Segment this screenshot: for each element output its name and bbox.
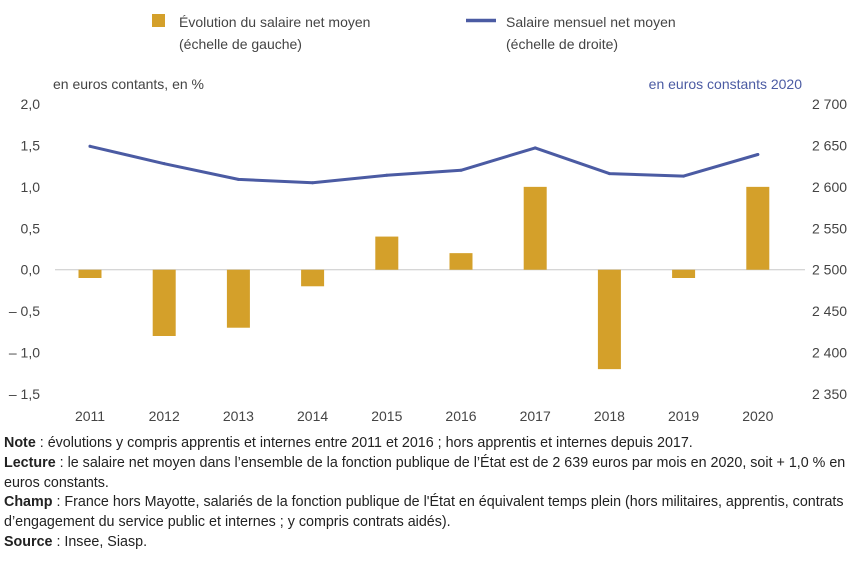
right-axis-tick-label: 2 700 xyxy=(812,96,847,112)
x-axis-tick-label: 2014 xyxy=(297,408,328,424)
left-axis-tick-label: 1,0 xyxy=(21,179,41,195)
legend-bar-label-line1: Évolution du salaire net moyen xyxy=(179,14,370,30)
left-axis-tick-label: – 1,0 xyxy=(9,345,40,361)
x-axis-tick-label: 2019 xyxy=(668,408,699,424)
champ-line: Champ : France hors Mayotte, salariés de… xyxy=(4,493,854,533)
salary-point-2011 xyxy=(88,144,92,148)
salary-point-2017 xyxy=(533,146,537,150)
bar-2016 xyxy=(449,253,473,270)
left-axis-tick-label: 1,5 xyxy=(21,137,41,153)
bar-2020 xyxy=(746,186,770,270)
right-axis-tick-label: 2 550 xyxy=(812,220,847,236)
left-axis-tick-label: 0,0 xyxy=(21,262,41,278)
right-axis-tick-label: 2 450 xyxy=(812,303,847,319)
legend-bar-label-line2: (échelle de gauche) xyxy=(179,36,302,52)
lecture-line: Lecture : le salaire net moyen dans l’en… xyxy=(4,454,854,494)
source-label: Source xyxy=(4,533,53,550)
source-line: Source : Insee, Siasp. xyxy=(4,533,854,553)
right-axis-tick-label: 2 650 xyxy=(812,137,847,153)
note-line: Note : évolutions y compris apprentis et… xyxy=(4,434,854,454)
plot-area: 2,0 1,5 1,0 0,5 0,0 – 0,5 – 1,0 – 1,5 2 700 2 650… xyxy=(9,96,847,424)
salary-point-2013 xyxy=(236,177,240,181)
legend-bar-swatch xyxy=(152,14,165,27)
chart-notes: Note : évolutions y compris apprentis et… xyxy=(4,434,854,553)
bar-2011 xyxy=(78,269,102,278)
salary-line xyxy=(88,144,760,185)
left-axis-tick-label: 0,5 xyxy=(21,220,41,236)
left-axis-tick-label: – 1,5 xyxy=(9,386,40,402)
right-axis-tick-label: 2 600 xyxy=(812,179,847,195)
x-axis-tick-label: 2013 xyxy=(223,408,254,424)
bar-2018 xyxy=(597,269,621,370)
left-axis-unit-label: en euros contants, en % xyxy=(53,76,204,92)
left-axis-tick-label: 2,0 xyxy=(21,96,41,112)
lecture-label: Lecture xyxy=(4,454,56,471)
left-axis-tick-label: – 0,5 xyxy=(9,303,40,319)
lecture-text: : le salaire net moyen dans l’ensemble d… xyxy=(4,454,846,491)
champ-text: : France hors Mayotte, salariés de la fo… xyxy=(4,494,844,531)
source-text: : Insee, Siasp. xyxy=(52,533,148,550)
bar-2013 xyxy=(226,269,250,328)
salary-point-2018 xyxy=(607,172,611,176)
x-axis-tick-label: 2011 xyxy=(75,408,105,424)
x-axis-tick-label: 2020 xyxy=(742,408,773,424)
right-axis-unit-label: en euros constants 2020 xyxy=(649,76,803,92)
chart: Évolution du salaire net moyen (échelle … xyxy=(9,14,847,424)
salary-point-2020 xyxy=(756,153,760,157)
legend-line-label-line2: (échelle de droite) xyxy=(506,36,618,52)
bar-2012 xyxy=(152,269,176,336)
right-axis-tick-label: 2 350 xyxy=(812,386,847,402)
salary-point-2015 xyxy=(385,173,389,177)
legend-line-label-line1: Salaire mensuel net moyen xyxy=(506,14,676,30)
x-axis-tick-label: 2012 xyxy=(149,408,180,424)
note-label: Note xyxy=(4,435,36,451)
x-axis-tick-label: 2017 xyxy=(520,408,551,424)
x-axis-tick-label: 2018 xyxy=(594,408,625,424)
salary-point-2016 xyxy=(459,168,463,172)
bar-2017 xyxy=(523,186,547,270)
bar-2015 xyxy=(375,236,399,270)
champ-label: Champ xyxy=(4,494,53,511)
bar-2019 xyxy=(672,269,696,278)
note-text: : évolutions y compris apprentis et inte… xyxy=(35,435,693,451)
salary-point-2019 xyxy=(682,174,686,178)
bar-2014 xyxy=(301,269,325,287)
right-axis-tick-label: 2 500 xyxy=(812,262,847,278)
x-axis-tick-label: 2015 xyxy=(371,408,402,424)
right-axis-tick-label: 2 400 xyxy=(812,345,847,361)
x-axis-tick-label: 2016 xyxy=(445,408,476,424)
legend: Évolution du salaire net moyen (échelle … xyxy=(152,14,676,52)
salary-point-2014 xyxy=(311,181,315,185)
salary-point-2012 xyxy=(162,162,166,166)
